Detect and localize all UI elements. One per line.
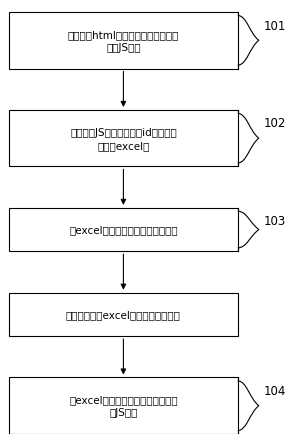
Text: 翻译完成，将excel档返回给开发人员: 翻译完成，将excel档返回给开发人员 xyxy=(66,310,181,319)
Bar xyxy=(9,378,238,434)
Text: 将excel档中翻译好的字符串批量写
回JS文件: 将excel档中翻译好的字符串批量写 回JS文件 xyxy=(69,394,178,418)
Text: 批量提取JS文件中所有的id及对应字
符串到excel档: 批量提取JS文件中所有的id及对应字 符串到excel档 xyxy=(70,127,177,151)
Bar xyxy=(9,13,238,69)
Text: 101: 101 xyxy=(263,20,286,33)
Text: 102: 102 xyxy=(263,117,286,130)
Text: 103: 103 xyxy=(263,215,286,228)
Text: 104: 104 xyxy=(263,384,286,397)
Bar xyxy=(9,208,238,252)
Bar xyxy=(9,111,238,167)
Text: 将excel档提供给翻译人员进行翻译: 将excel档提供给翻译人员进行翻译 xyxy=(69,225,178,235)
Text: 分割处理html页面字符串，并定义对
应的JS文件: 分割处理html页面字符串，并定义对 应的JS文件 xyxy=(68,30,179,53)
Bar xyxy=(9,293,238,336)
